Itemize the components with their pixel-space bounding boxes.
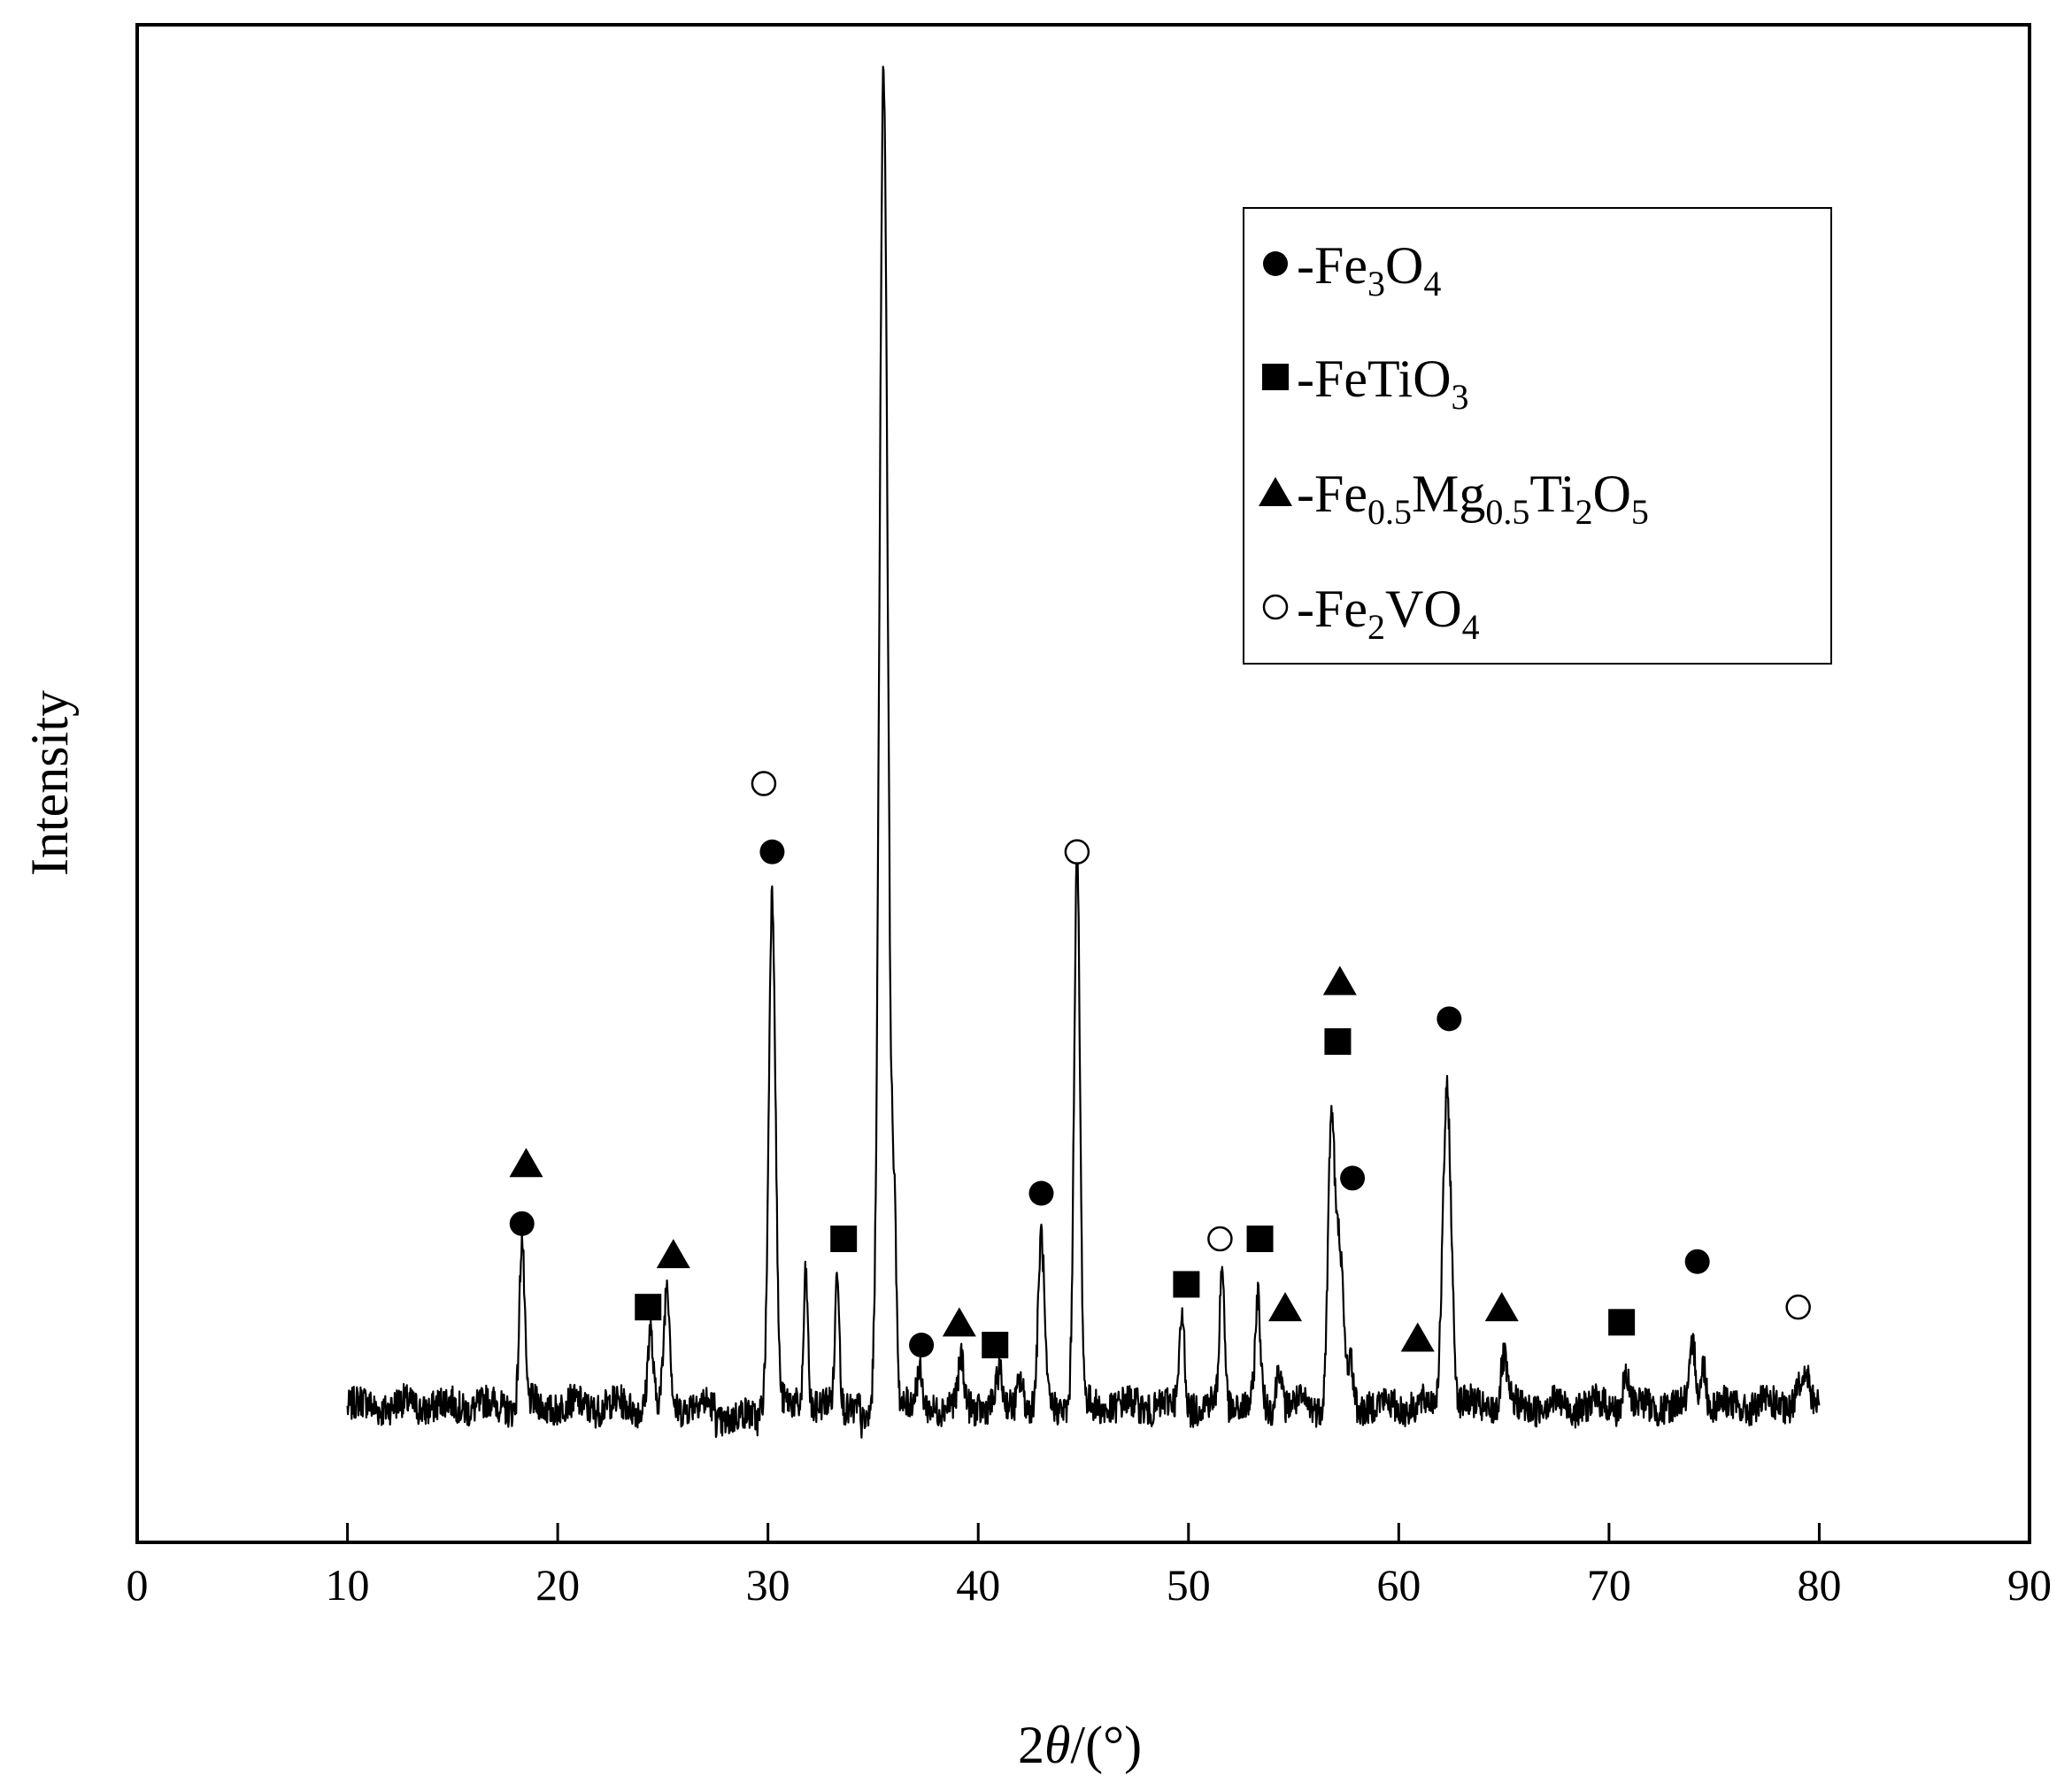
filled-circle-marker-8: [909, 1333, 935, 1358]
x-tick-label-90: 90: [2007, 1560, 2052, 1610]
legend-label-2-part-7: 5: [1631, 492, 1649, 532]
legend-marker-2: [1259, 477, 1292, 506]
filled-circle-marker-24: [1684, 1249, 1710, 1274]
filled-triangle-marker-3: [656, 1239, 690, 1269]
legend-label-3-part-1: 2: [1367, 607, 1385, 647]
legend-label-2-part-5: 2: [1575, 492, 1593, 532]
filled-triangle-marker-1: [509, 1148, 543, 1178]
filled-triangle-marker-16: [1268, 1292, 1303, 1322]
filled-circle-marker-11: [1028, 1180, 1054, 1206]
filled-square-marker-10: [982, 1332, 1009, 1359]
x-axis-label-prefix: 2: [1018, 1716, 1044, 1774]
filled-triangle-marker-20: [1400, 1322, 1435, 1352]
legend-label-3-part-0: -Fe: [1297, 580, 1367, 638]
legend-label-0-part-2: O: [1385, 236, 1423, 295]
legend-label-0: -Fe3O4: [1297, 236, 1441, 304]
legend-label-2-part-1: 0.5: [1367, 492, 1412, 532]
x-tick-label-50: 50: [1167, 1560, 1211, 1610]
x-axis-ticks: 0 10 20 30 40 50 60 70 80 90: [127, 1523, 2052, 1610]
y-axis-label: Intensity: [20, 690, 79, 876]
filled-circle-marker-0: [509, 1211, 535, 1236]
legend-marker-3: [1262, 594, 1289, 620]
x-tick-label-70: 70: [1587, 1560, 1631, 1610]
filled-square-marker-18: [1324, 1028, 1352, 1056]
legend-label-0-part-3: 4: [1423, 264, 1441, 304]
filled-circle-marker-5: [759, 839, 785, 865]
legend-label-2-part-4: Ti: [1529, 465, 1575, 523]
legend-label-1-part-1: 3: [1452, 377, 1469, 417]
legend-marker-0: [1263, 251, 1288, 276]
filled-triangle-marker-17: [1322, 965, 1357, 995]
filled-square-marker-23: [1608, 1309, 1636, 1336]
x-axis-label-suffix: /(°): [1070, 1716, 1142, 1774]
legend-label-0-part-0: -Fe: [1297, 236, 1367, 295]
x-tick-label-20: 20: [535, 1560, 580, 1610]
filled-square-marker-15: [1246, 1226, 1274, 1252]
legend-label-3: -Fe2VO4: [1297, 580, 1480, 647]
x-tick-label-40: 40: [956, 1560, 1000, 1610]
x-axis-label-theta: θ: [1044, 1716, 1070, 1774]
x-tick-label-0: 0: [127, 1560, 149, 1610]
legend-label-3-part-2: VO: [1385, 580, 1462, 638]
filled-square-marker-2: [635, 1294, 662, 1321]
peak-annotations: [509, 771, 1811, 1359]
x-axis-label: 2θ/(°): [1018, 1716, 1142, 1774]
legend-label-3-part-3: 4: [1462, 607, 1480, 647]
legend-label-2: -Fe0.5Mg0.5Ti2O5: [1297, 465, 1649, 532]
filled-square-marker-6: [830, 1226, 858, 1252]
x-tick-label-60: 60: [1376, 1560, 1421, 1610]
legend-label-2-part-3: 0.5: [1485, 492, 1529, 532]
x-tick-label-30: 30: [746, 1560, 790, 1610]
filled-triangle-marker-9: [942, 1307, 976, 1337]
filled-circle-marker-21: [1437, 1006, 1462, 1032]
open-circle-marker-4: [751, 771, 777, 796]
xrd-pattern-line: [346, 65, 1821, 1439]
legend-label-2-part-6: O: [1593, 465, 1631, 523]
open-circle-marker-14: [1207, 1226, 1233, 1252]
filled-square-marker-13: [1173, 1271, 1200, 1298]
legend-label-1: -FeTiO3: [1297, 350, 1469, 417]
legend-label-2-part-2: Mg: [1412, 465, 1485, 523]
open-circle-marker-12: [1064, 839, 1090, 865]
legend-label-0-part-1: 3: [1367, 264, 1385, 304]
legend-box: [1243, 207, 1832, 665]
open-circle-marker-25: [1785, 1294, 1811, 1320]
x-tick-label-10: 10: [326, 1560, 370, 1610]
filled-circle-marker-19: [1340, 1165, 1366, 1191]
plot-frame: [135, 23, 2031, 1544]
legend-marker-1: [1262, 364, 1289, 390]
legend-label-1-part-0: -FeTiO: [1297, 350, 1452, 408]
x-tick-label-80: 80: [1797, 1560, 1841, 1610]
legend-label-2-part-0: -Fe: [1297, 465, 1367, 523]
legend: -Fe3O4-FeTiO3-Fe0.5Mg0.5Ti2O5-Fe2VO4: [1243, 207, 1832, 665]
filled-triangle-marker-22: [1484, 1292, 1519, 1322]
